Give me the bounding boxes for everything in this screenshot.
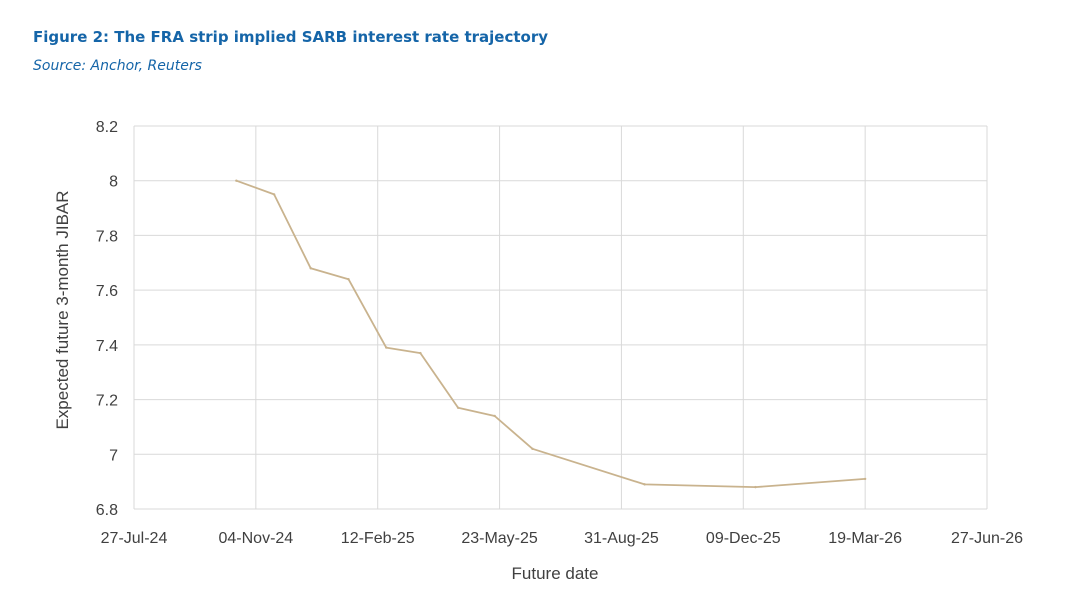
y-tick-label: 8: [109, 174, 118, 191]
chart-source: Source: Anchor, Reuters: [33, 58, 202, 74]
data-point: [863, 477, 867, 481]
data-point: [272, 193, 276, 196]
data-point: [309, 267, 312, 270]
x-tick-label: 04-Nov-24: [219, 530, 294, 547]
y-tick-label: 7.4: [96, 338, 118, 355]
data-point: [419, 351, 422, 355]
y-tick-label: 7.8: [96, 228, 118, 245]
y-tick-label: 6.8: [96, 502, 118, 519]
chart-title: Figure 2: The FRA strip implied SARB int…: [33, 28, 549, 46]
data-point: [754, 485, 757, 489]
y-tick-label: 8.2: [96, 119, 118, 136]
data-point: [385, 346, 388, 349]
x-tick-label: 31-Aug-25: [584, 530, 659, 547]
y-tick-label: 7.6: [96, 283, 118, 300]
grid-layer: [133, 125, 988, 510]
x-tick-label: 27-Jun-26: [951, 530, 1023, 547]
y-axis-title: Expected future 3-month JIBAR: [53, 190, 72, 429]
x-tick-label: 09-Dec-25: [706, 530, 781, 547]
series-layer: [235, 179, 867, 489]
data-point: [643, 483, 646, 486]
y-tick-label: 7: [109, 447, 118, 464]
y-tick-label: 7.2: [96, 393, 118, 410]
x-tick-label: 12-Feb-25: [341, 530, 415, 547]
y-axis-ticks: 6.8 7 7.2 7.4 7.6 7.8 8 8.2: [96, 119, 118, 519]
data-point: [347, 278, 350, 281]
data-point: [493, 414, 496, 418]
x-axis-title: Future date: [512, 564, 599, 583]
x-tick-label: 23-May-25: [461, 530, 538, 547]
data-point: [456, 406, 460, 409]
x-axis-ticks: 27-Jul-24 04-Nov-24 12-Feb-25 23-May-25 31-A…: [101, 530, 1023, 547]
data-point: [531, 447, 534, 451]
x-tick-label: 27-Jul-24: [101, 530, 168, 547]
x-tick-label: 19-Mar-26: [828, 530, 902, 547]
series-line: [236, 179, 866, 489]
data-point: [235, 179, 238, 182]
